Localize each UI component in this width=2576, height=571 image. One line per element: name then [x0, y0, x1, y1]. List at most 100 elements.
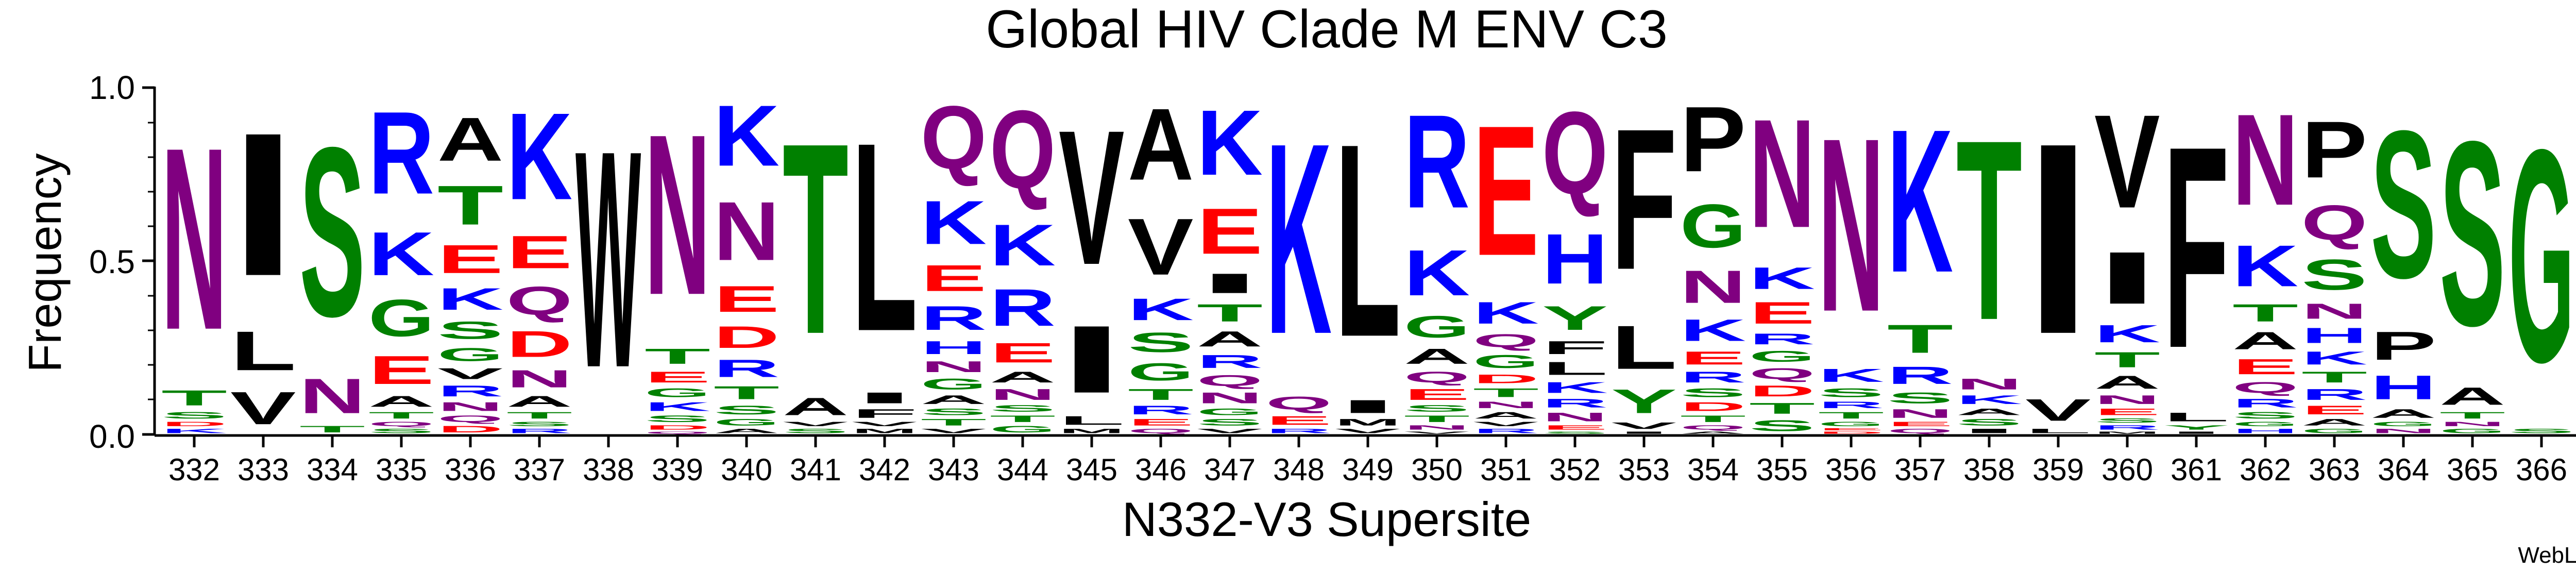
- logo-letter: A: [1197, 327, 1263, 351]
- logo-letter: N: [2439, 421, 2505, 427]
- x-tick-label: 346: [1135, 452, 1187, 487]
- logo-letter: R: [1404, 87, 1470, 236]
- logo-letter: K: [1542, 379, 1608, 396]
- logo-letter: G: [990, 424, 1056, 434]
- logo-letter: E: [1818, 428, 1884, 431]
- logo-letter: I: [230, 91, 296, 319]
- x-axis-ticks: 332 333 334 335 336 337 338 339 340 341 342 343 344 3…: [168, 435, 2567, 487]
- logo-letter: I: [2163, 431, 2229, 434]
- logo-letter: P: [1680, 88, 1746, 191]
- logo-letter: A: [437, 105, 503, 174]
- logo-letter: K: [1266, 86, 1332, 391]
- logo-letter: I: [1059, 306, 1125, 413]
- logo-letter: G: [921, 376, 987, 393]
- logo-letter: T: [1749, 400, 1815, 417]
- logo-letter: E: [368, 348, 434, 393]
- logo-letter: E: [2232, 355, 2298, 379]
- logo-letter: N: [645, 87, 710, 343]
- logo-letter: R: [2094, 424, 2160, 431]
- logo-letter: N: [1887, 407, 1953, 421]
- logo-letter: I: [1335, 396, 1401, 417]
- logo-letter: G: [2439, 427, 2505, 434]
- x-tick-label: 348: [1273, 452, 1325, 487]
- logo-letter: P: [2370, 324, 2436, 368]
- logo-letter: S: [1404, 403, 1470, 413]
- logo-letter: Q: [368, 421, 434, 427]
- logo-letter: K: [1887, 87, 1953, 315]
- logo-letter: S: [783, 427, 849, 434]
- logo-letter: S: [1542, 431, 1608, 434]
- chart-title: Global HIV Clade M ENV C3: [986, 0, 1668, 59]
- logo-letter: G: [714, 417, 779, 427]
- logo-letter: T: [2094, 348, 2160, 372]
- logo-letter: T: [1680, 413, 1746, 424]
- logo-letter: T: [1887, 316, 1953, 361]
- logo-letter: S: [2370, 87, 2436, 322]
- logo-letter: T: [645, 344, 710, 368]
- logo-letter: Q: [1749, 365, 1815, 383]
- logo-letter: E: [1887, 421, 1953, 427]
- logo-letter: L: [852, 87, 918, 388]
- logo-letter: R: [1197, 351, 1263, 372]
- logo-column-366: SG: [2509, 86, 2574, 434]
- logo-letter: F: [852, 407, 918, 421]
- logo-letter: R: [1128, 403, 1194, 417]
- logo-letter: V: [1473, 421, 1538, 427]
- x-tick-label: 341: [790, 452, 841, 487]
- logo-letter: R: [714, 355, 779, 382]
- x-tick-label: 361: [2171, 452, 2222, 487]
- logo-letter: F: [1542, 337, 1608, 358]
- logo-letter: S: [1197, 417, 1263, 427]
- logo-letter: T: [1956, 87, 2022, 374]
- logo-letter: V: [1335, 427, 1400, 434]
- x-tick-label: 359: [2032, 452, 2084, 487]
- logo-letter: T: [2301, 368, 2367, 386]
- x-tick-label: 336: [445, 452, 496, 487]
- x-tick-label: 343: [928, 452, 979, 487]
- logo-letter: S: [2094, 417, 2160, 424]
- logo-letter: H: [921, 338, 987, 358]
- logo-letter: N: [1473, 400, 1539, 410]
- logo-letter: G: [1818, 421, 1884, 427]
- logo-letter: T: [1404, 413, 1470, 424]
- logo-letter: Y: [2163, 424, 2229, 431]
- x-tick-label: 354: [1687, 452, 1739, 487]
- logo-letter: K: [1128, 292, 1194, 327]
- logo-letter: K: [1680, 313, 1746, 347]
- logo-letter: A: [990, 368, 1056, 386]
- logo-letter: A: [368, 393, 434, 410]
- logo-letter: G: [645, 386, 710, 400]
- logo-letter: V: [437, 365, 503, 382]
- logo-letter: S: [990, 403, 1056, 413]
- logo-letter: A: [1404, 344, 1470, 368]
- logo-letter: R: [1680, 368, 1746, 386]
- logo-letter: A: [921, 393, 987, 407]
- logo-letter: I: [2025, 87, 2091, 391]
- logo-letter: V: [1197, 427, 1262, 434]
- logo-letter: V: [921, 427, 986, 434]
- logo-letter: V: [1611, 421, 1676, 431]
- logo-letter: G: [2370, 421, 2436, 427]
- logo-letter: E: [1197, 195, 1263, 268]
- logo-letter: V: [1059, 90, 1125, 305]
- logo-letter: Q: [1887, 427, 1953, 434]
- logo-letter: T: [1818, 410, 1884, 421]
- logo-letter: N: [1680, 261, 1746, 313]
- x-tick-label: 356: [1825, 452, 1877, 487]
- logo-letter: D: [645, 424, 710, 431]
- logo-letter: M: [852, 428, 918, 434]
- logo-letter: N: [1197, 389, 1263, 407]
- logo-letter: S: [437, 316, 503, 344]
- logo-letter: K: [437, 282, 503, 316]
- logo-letter: N: [1404, 424, 1470, 431]
